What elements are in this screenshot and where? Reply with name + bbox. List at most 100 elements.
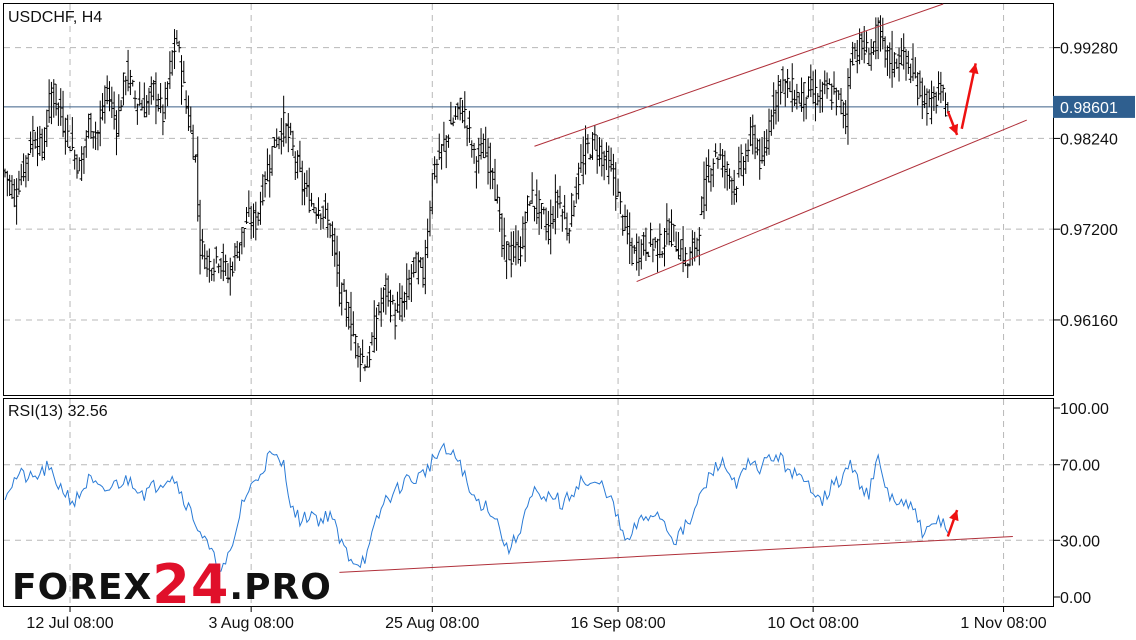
ohlc-bar bbox=[221, 243, 226, 282]
ohlc-bar bbox=[667, 218, 672, 246]
rsi-panel: 100.00 70.00 30.00 0.00 RSI(13) 32.56 bbox=[3, 398, 1109, 607]
ohlc-bar bbox=[859, 31, 864, 61]
ohlc-bar bbox=[123, 75, 128, 96]
ohlc-bar bbox=[237, 242, 242, 261]
ohlc-bar bbox=[323, 193, 328, 219]
ohlc-bar bbox=[913, 57, 918, 79]
ohlc-bar bbox=[537, 190, 542, 235]
ohlc-bar bbox=[309, 192, 314, 207]
rsi-panel-frame bbox=[3, 398, 1054, 607]
channel-line bbox=[636, 119, 1027, 283]
ohlc-bar bbox=[801, 82, 806, 122]
ohlc-bar bbox=[432, 156, 437, 180]
ohlc-bar bbox=[274, 128, 279, 147]
ohlc-bar bbox=[40, 128, 45, 161]
ohlc-bar bbox=[880, 17, 885, 50]
ohlc-bar bbox=[576, 162, 581, 200]
ohlc-bar bbox=[318, 213, 323, 230]
time-axis-label: 25 Aug 08:00 bbox=[385, 615, 479, 632]
ohlc-bar bbox=[163, 81, 168, 120]
ohlc-bar bbox=[820, 81, 825, 113]
ohlc-bar bbox=[472, 142, 477, 164]
ohlc-bar bbox=[585, 134, 590, 154]
ohlc-bar bbox=[490, 168, 495, 190]
ohlc-bar bbox=[606, 145, 611, 185]
ohlc-bar bbox=[562, 194, 567, 220]
ohlc-bar bbox=[701, 161, 706, 220]
ohlc-bar bbox=[225, 263, 230, 284]
ohlc-bar bbox=[848, 58, 853, 90]
ohlc-bar bbox=[365, 355, 370, 368]
rsi-axis-label: 30.00 bbox=[1060, 533, 1100, 550]
ohlc-bar bbox=[655, 238, 660, 273]
ohlc-bar bbox=[277, 136, 282, 150]
ohlc-bar bbox=[407, 269, 412, 301]
ohlc-bar bbox=[425, 218, 430, 259]
ohlc-bar bbox=[904, 49, 909, 81]
ohlc-bar bbox=[465, 125, 470, 147]
price-axis-label: 0.98240 bbox=[1060, 131, 1118, 148]
ohlc-bar bbox=[126, 49, 131, 92]
ohlc-bar bbox=[258, 191, 263, 225]
rsi-axis-label: 100.00 bbox=[1060, 401, 1109, 418]
ohlc-bar bbox=[780, 66, 785, 92]
ohlc-bar bbox=[130, 79, 135, 87]
ohlc-bar bbox=[883, 36, 888, 68]
ohlc-bar bbox=[374, 307, 379, 351]
ohlc-bar bbox=[416, 251, 421, 285]
ohlc-bar bbox=[676, 232, 681, 260]
price-axis: 0.99280 0.98240 0.97200 0.96160 bbox=[1053, 41, 1118, 330]
ohlc-bar bbox=[783, 78, 788, 107]
ohlc-bar bbox=[908, 63, 913, 84]
ohlc-bar bbox=[753, 124, 758, 160]
ohlc-bar bbox=[293, 151, 298, 180]
ohlc-bar bbox=[544, 207, 549, 241]
ohlc-bar bbox=[497, 196, 502, 232]
ohlc-bar bbox=[235, 240, 240, 259]
ohlc-bar bbox=[569, 192, 574, 227]
time-axis-label: 1 Nov 08:00 bbox=[960, 615, 1046, 632]
ohlc-bar bbox=[105, 75, 110, 105]
ohlc-bar bbox=[358, 348, 363, 382]
ohlc-bar bbox=[476, 137, 481, 174]
ohlc-bar bbox=[897, 47, 902, 82]
ohlc-bar bbox=[873, 17, 878, 60]
ohlc-bar bbox=[827, 78, 832, 86]
ohlc-bar bbox=[427, 200, 432, 237]
price-axis-label: 0.97200 bbox=[1060, 222, 1118, 239]
ohlc-bar bbox=[713, 143, 718, 158]
ohlc-bar bbox=[627, 212, 632, 264]
rsi-axis: 100.00 70.00 30.00 0.00 bbox=[1053, 401, 1109, 607]
ohlc-bar bbox=[613, 162, 618, 211]
ohlc-bar bbox=[720, 149, 725, 178]
ohlc-bar bbox=[216, 263, 221, 274]
ohlc-bar bbox=[267, 154, 272, 198]
ohlc-bar bbox=[845, 68, 850, 145]
ohlc-bar bbox=[460, 100, 465, 124]
ohlc-bar bbox=[887, 42, 892, 79]
ohlc-bar bbox=[448, 101, 453, 125]
ohlc-bar bbox=[207, 248, 212, 283]
ohlc-bar bbox=[439, 143, 444, 170]
ohlc-bar bbox=[785, 69, 790, 98]
ohlc-bar bbox=[37, 125, 42, 157]
ohlc-bar bbox=[941, 84, 946, 101]
ohlc-bar bbox=[616, 178, 621, 197]
forex24-logo: FOREX24.PRO bbox=[12, 558, 332, 612]
ohlc-bar bbox=[188, 106, 193, 133]
ohlc-bar bbox=[922, 85, 927, 109]
ohlc-bar bbox=[418, 257, 423, 268]
ohlc-bar bbox=[95, 130, 100, 151]
time-axis-label: 10 Oct 08:00 bbox=[767, 615, 859, 632]
ohlc-bar bbox=[297, 140, 302, 173]
ohlc-bar bbox=[681, 226, 686, 273]
ohlc-bar bbox=[467, 110, 472, 143]
ohlc-bar bbox=[367, 345, 372, 368]
ohlc-bar bbox=[72, 149, 77, 170]
ohlc-bar bbox=[74, 154, 79, 179]
ohlc-bar bbox=[571, 200, 576, 217]
ohlc-bar bbox=[488, 142, 493, 190]
ohlc-bar bbox=[314, 207, 319, 224]
ohlc-bar bbox=[727, 168, 732, 189]
ohlc-bar bbox=[151, 79, 156, 101]
